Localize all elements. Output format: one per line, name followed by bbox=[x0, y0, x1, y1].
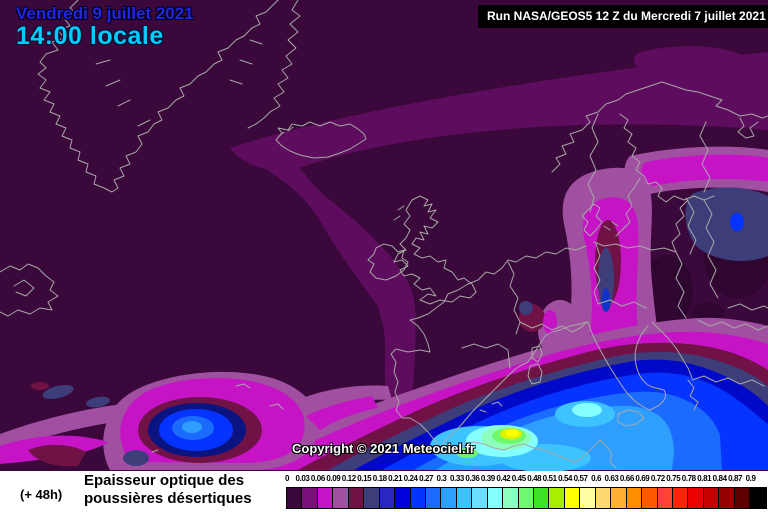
legend-tick: 0.84 bbox=[712, 474, 727, 483]
legend-cell bbox=[703, 488, 720, 508]
legend-cell bbox=[564, 488, 581, 508]
legend-cell bbox=[626, 488, 643, 508]
legend-tick: 0.21 bbox=[388, 474, 403, 483]
legend-tick: 0.24 bbox=[403, 474, 418, 483]
dust-optical-depth-map bbox=[0, 0, 768, 471]
legend-cell bbox=[487, 488, 504, 508]
legend-tick: 0.54 bbox=[558, 474, 573, 483]
legend-tick: 0.48 bbox=[527, 474, 542, 483]
legend-cell bbox=[302, 488, 318, 508]
legend-tick: 0.09 bbox=[326, 474, 341, 483]
forecast-time: 14:00 locale bbox=[16, 21, 164, 50]
legend-tick: 0.51 bbox=[542, 474, 557, 483]
legend-cell bbox=[333, 488, 349, 508]
legend-cell bbox=[534, 488, 550, 508]
legend-ticks: 0 0.03 0.06 0.09 0.12 0.15 0.18 0.21 0.24 0.27 0.3… bbox=[284, 474, 767, 485]
legend-tick: 0.6 bbox=[591, 474, 601, 483]
legend-cell bbox=[287, 488, 303, 508]
legend-tick: 0.45 bbox=[511, 474, 526, 483]
legend-tick: 0.57 bbox=[573, 474, 588, 483]
legend-cell bbox=[750, 488, 766, 508]
legend-cell bbox=[734, 488, 751, 508]
legend-tick: 0.75 bbox=[666, 474, 681, 483]
color-scale: 0 0.03 0.06 0.09 0.12 0.15 0.18 0.21 0.24 0.27 0.3… bbox=[284, 474, 767, 510]
legend-cell bbox=[472, 488, 488, 508]
legend-tick: 0.15 bbox=[357, 474, 372, 483]
legend-tick: 0.33 bbox=[449, 474, 464, 483]
legend-tick: 0.63 bbox=[604, 474, 619, 483]
legend-cell bbox=[719, 488, 735, 508]
legend-bar: (+ 48h) Epaisseur optique des poussières… bbox=[0, 471, 768, 512]
legend-cells bbox=[286, 487, 767, 509]
dust-eddy-atlantic bbox=[0, 371, 392, 470]
dust-map-graphic bbox=[0, 0, 768, 471]
legend-tick: 0 bbox=[284, 474, 290, 483]
legend-cell bbox=[395, 488, 411, 508]
forecast-date-block: Vendredi 9 juillet 2021 14:00 locale bbox=[16, 5, 194, 49]
legend-cell bbox=[595, 488, 612, 508]
legend-cell bbox=[672, 488, 689, 508]
legend-title-line1: Epaisseur optique des bbox=[84, 472, 245, 489]
legend-cell bbox=[317, 488, 334, 508]
legend-tick: 0.27 bbox=[419, 474, 434, 483]
legend-tick: 0.12 bbox=[341, 474, 356, 483]
forecast-offset-label: (+ 48h) bbox=[20, 487, 63, 502]
legend-cell bbox=[549, 488, 565, 508]
legend-cell bbox=[611, 488, 627, 508]
legend-cell bbox=[410, 488, 426, 508]
legend-cell bbox=[688, 488, 704, 508]
legend-tick: 0.72 bbox=[650, 474, 665, 483]
model-run-info: Run NASA/GEOS5 12 Z du Mercredi 7 juille… bbox=[478, 5, 768, 28]
legend-tick: 0.06 bbox=[310, 474, 325, 483]
legend-tick: 0.3 bbox=[436, 474, 447, 483]
legend-cell bbox=[518, 488, 534, 508]
legend-cell bbox=[425, 488, 442, 508]
legend-tick: 0.39 bbox=[480, 474, 495, 483]
legend-tick: 0.69 bbox=[635, 474, 650, 483]
legend-cell bbox=[364, 488, 380, 508]
legend-cell bbox=[580, 488, 596, 508]
legend-tick: 0.78 bbox=[681, 474, 696, 483]
forecast-date: Vendredi 9 juillet 2021 bbox=[16, 4, 194, 23]
legend-cell bbox=[456, 488, 473, 508]
legend-tick: 0.42 bbox=[496, 474, 511, 483]
legend-cell bbox=[379, 488, 396, 508]
copyright-notice: Copyright © 2021 Meteociel.fr bbox=[292, 441, 475, 456]
legend-cell bbox=[441, 488, 457, 508]
legend-tick: 0.03 bbox=[295, 474, 310, 483]
legend-cell bbox=[503, 488, 519, 508]
legend-tick: 0.87 bbox=[728, 474, 743, 483]
dust-plume-south bbox=[238, 317, 768, 471]
legend-tick: 0.36 bbox=[465, 474, 480, 483]
coastlines bbox=[0, 0, 768, 469]
legend-tick: 0.66 bbox=[619, 474, 634, 483]
legend-cell bbox=[642, 488, 658, 508]
legend-tick: 0.81 bbox=[697, 474, 712, 483]
dust-layer-light-purple bbox=[230, 46, 768, 412]
legend-cell bbox=[348, 488, 365, 508]
legend-tick: 0.9 bbox=[745, 474, 756, 483]
legend-title: Epaisseur optique des poussières déserti… bbox=[84, 472, 252, 508]
legend-title-line2: poussières désertiques bbox=[84, 490, 252, 507]
legend-cell bbox=[657, 488, 673, 508]
legend-tick: 0.18 bbox=[372, 474, 387, 483]
